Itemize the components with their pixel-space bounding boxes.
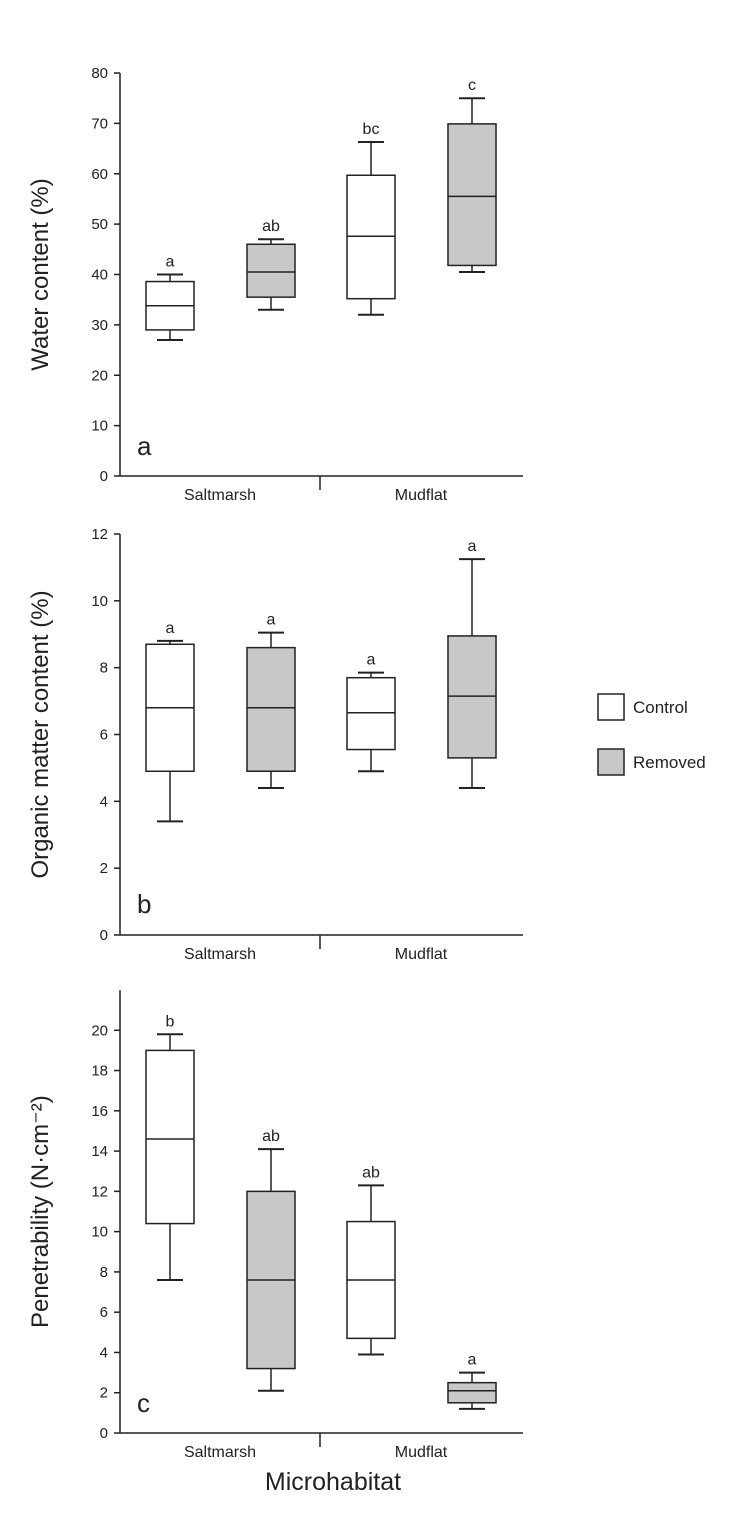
y-axis-title: Organic matter content (%) xyxy=(27,590,54,878)
box-iqr xyxy=(246,243,296,298)
group-label-saltmarsh: Saltmarsh xyxy=(184,487,256,504)
panel-letter: b xyxy=(137,889,151,919)
y-tick-label: 2 xyxy=(100,1385,108,1402)
y-tick-label: 20 xyxy=(91,367,108,384)
significance-label: a xyxy=(468,1352,477,1369)
y-tick-label: 0 xyxy=(100,927,108,944)
box-iqr xyxy=(346,174,396,300)
y-tick-label: 10 xyxy=(91,593,108,610)
y-tick-label: 12 xyxy=(91,1183,108,1200)
y-tick-label: 50 xyxy=(91,216,108,233)
box-saltmarsh-control: a xyxy=(145,254,195,341)
box-iqr xyxy=(246,646,296,773)
y-tick-label: 12 xyxy=(91,526,108,543)
y-tick-label: 8 xyxy=(100,1264,108,1281)
y-tick-label: 60 xyxy=(91,166,108,183)
x-axis-title: Microhabitat xyxy=(265,1468,401,1496)
y-tick-label: 30 xyxy=(91,317,108,334)
box-mudflat-control: ab xyxy=(346,1164,396,1356)
panel-letter: a xyxy=(137,431,152,461)
y-tick-label: 80 xyxy=(91,65,108,82)
legend-label-removed: Removed xyxy=(633,753,706,772)
box-iqr xyxy=(447,1381,497,1404)
y-tick-label: 70 xyxy=(91,115,108,132)
group-label-saltmarsh: Saltmarsh xyxy=(184,946,256,963)
legend: Control Removed xyxy=(597,693,706,776)
panel-b: 0 2 4 6 8 10 12 Saltmarsh Mudflat Organic matter … xyxy=(27,526,523,963)
box-mudflat-control: bc xyxy=(346,121,396,316)
significance-label: ab xyxy=(262,1128,280,1145)
significance-label: a xyxy=(367,652,376,669)
box-mudflat-control: a xyxy=(346,652,396,773)
box-mudflat-removed: a xyxy=(447,1352,497,1410)
box-mudflat-removed: a xyxy=(447,538,497,789)
legend-swatch-control xyxy=(597,693,625,721)
box-saltmarsh-removed: ab xyxy=(246,1128,296,1392)
significance-label: bc xyxy=(363,121,380,138)
box-iqr xyxy=(447,635,497,759)
box-saltmarsh-control: b xyxy=(145,1013,195,1281)
y-tick-label: 40 xyxy=(91,267,108,284)
y-tick-label: 10 xyxy=(91,418,108,435)
box-iqr xyxy=(145,1049,195,1225)
panel-a: 0 10 20 30 40 50 60 70 80 Saltmarsh Mudflat Water c… xyxy=(27,65,523,504)
y-tick-label: 0 xyxy=(100,468,108,485)
significance-label: a xyxy=(166,254,175,271)
y-axis-title: Penetrability (N·cm⁻²) xyxy=(27,1095,54,1328)
y-tick-label: 14 xyxy=(91,1143,108,1160)
significance-label: ab xyxy=(362,1164,380,1181)
y-tick-label: 10 xyxy=(91,1224,108,1241)
significance-label: a xyxy=(267,612,276,629)
significance-label: a xyxy=(166,620,175,637)
group-label-mudflat: Mudflat xyxy=(395,1444,448,1461)
panel-c: 0 2 4 6 8 10 12 14 16 18 20 Saltmarsh Mudflat Penetra… xyxy=(27,990,523,1461)
box-iqr xyxy=(346,676,396,751)
group-label-mudflat: Mudflat xyxy=(395,946,448,963)
panel-letter: c xyxy=(137,1388,150,1418)
significance-label: c xyxy=(468,77,476,94)
group-label-saltmarsh: Saltmarsh xyxy=(184,1444,256,1461)
y-tick-label: 8 xyxy=(100,660,108,677)
y-axis-title: Water content (%) xyxy=(27,178,54,371)
significance-label: ab xyxy=(262,218,280,235)
y-tick-label: 4 xyxy=(100,793,108,810)
y-tick-label: 2 xyxy=(100,860,108,877)
y-tick-label: 4 xyxy=(100,1344,108,1361)
y-tick-label: 20 xyxy=(91,1022,108,1039)
significance-label: b xyxy=(166,1013,175,1030)
y-tick-label: 6 xyxy=(100,727,108,744)
box-iqr xyxy=(447,123,497,267)
box-saltmarsh-control: a xyxy=(145,620,195,823)
y-tick-label: 16 xyxy=(91,1103,108,1120)
box-saltmarsh-removed: ab xyxy=(246,218,296,311)
legend-swatch-removed xyxy=(597,748,625,776)
y-tick-label: 0 xyxy=(100,1425,108,1442)
significance-label: a xyxy=(468,538,477,555)
box-mudflat-removed: c xyxy=(447,77,497,273)
group-label-mudflat: Mudflat xyxy=(395,487,448,504)
legend-label-control: Control xyxy=(633,698,688,717)
y-tick-label: 18 xyxy=(91,1063,108,1080)
box-saltmarsh-removed: a xyxy=(246,612,296,789)
y-tick-label: 6 xyxy=(100,1304,108,1321)
